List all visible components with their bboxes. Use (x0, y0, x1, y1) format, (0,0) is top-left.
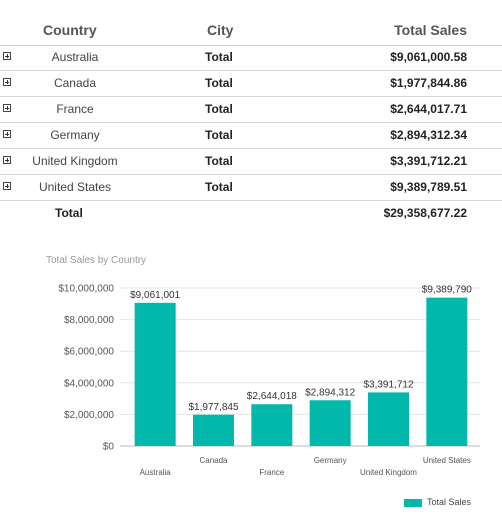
sales-cell: $1,977,844.86 (390, 76, 467, 90)
bar (309, 400, 351, 446)
bar (251, 404, 293, 446)
bar (368, 392, 409, 446)
data-label: $9,061,001 (130, 290, 180, 301)
data-label: $2,644,018 (247, 391, 297, 402)
bar-chart: $0 $2,000,000 $4,000,000 $6,000,000 $8,000,0… (58, 284, 480, 477)
sales-cell: $9,061,000.58 (390, 50, 467, 64)
sales-cell: $3,391,712.21 (390, 154, 467, 168)
country-cell: France (56, 102, 94, 116)
sales-column-header[interactable]: Total Sales (394, 22, 467, 38)
data-label: $3,391,712 (363, 379, 413, 390)
data-label: $2,894,312 (305, 387, 355, 398)
table-row: United Kingdom Total $3,391,712.21 (0, 149, 502, 175)
grand-total-row: Total $29,358,677.22 (0, 201, 502, 226)
city-cell: Total (205, 50, 233, 64)
table-row: Canada Total $1,977,844.86 (0, 71, 502, 97)
table-row: United States Total $9,389,789.51 (0, 175, 502, 201)
y-tick-label: $8,000,000 (64, 315, 114, 326)
table-row: Australia Total $9,061,000.58 (0, 45, 502, 71)
y-tick-label: $0 (103, 442, 115, 453)
legend-label: Total Sales (427, 497, 472, 507)
city-cell: Total (205, 76, 233, 90)
expand-icon[interactable] (3, 104, 11, 112)
bar (134, 302, 176, 446)
data-label: $1,977,845 (188, 402, 238, 413)
bar (193, 414, 234, 446)
x-tick-label: United States (423, 456, 471, 465)
table-row: Germany Total $2,894,312.34 (0, 123, 502, 149)
country-cell: Germany (50, 128, 100, 142)
y-tick-label: $6,000,000 (64, 347, 114, 358)
chart-title: Total Sales by Country (46, 255, 147, 266)
legend-swatch (404, 499, 422, 507)
y-tick-label: $2,000,000 (64, 410, 114, 421)
country-cell: Australia (51, 50, 99, 64)
city-cell: Total (205, 128, 233, 142)
x-tick-label: Germany (314, 456, 347, 465)
sales-cell: $2,644,017.71 (390, 102, 467, 116)
grand-total-label: Total (55, 206, 83, 220)
data-label: $9,389,790 (422, 285, 472, 296)
city-cell: Total (205, 154, 233, 168)
city-column-header[interactable]: City (207, 22, 234, 38)
bar (426, 297, 468, 446)
city-cell: Total (205, 180, 233, 194)
grand-total-sales: $29,358,677.22 (383, 206, 467, 220)
table-header: Country City Total Sales (0, 0, 502, 46)
country-cell: United Kingdom (32, 154, 118, 168)
expand-icon[interactable] (3, 52, 11, 60)
country-cell: Canada (53, 76, 97, 90)
y-tick-label: $4,000,000 (64, 378, 114, 389)
sales-cell: $2,894,312.34 (390, 128, 467, 142)
country-cell: United States (38, 180, 112, 194)
y-tick-label: $10,000,000 (58, 284, 114, 295)
x-tick-label: France (259, 468, 284, 477)
country-column-header[interactable]: Country (43, 22, 97, 38)
x-tick-label: Canada (199, 456, 228, 465)
expand-icon[interactable] (3, 78, 11, 86)
x-tick-label: Australia (140, 468, 172, 477)
x-tick-label: United Kingdom (360, 468, 417, 477)
city-cell: Total (205, 102, 233, 116)
sales-cell: $9,389,789.51 (390, 180, 467, 194)
expand-icon[interactable] (3, 130, 11, 138)
expand-icon[interactable] (3, 156, 11, 164)
expand-icon[interactable] (3, 182, 11, 190)
table-row: France Total $2,644,017.71 (0, 97, 502, 123)
